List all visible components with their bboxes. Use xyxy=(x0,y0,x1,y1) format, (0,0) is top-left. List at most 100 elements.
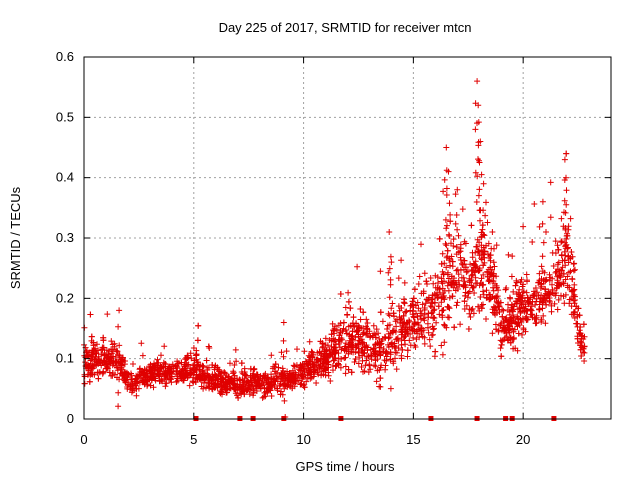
data-point xyxy=(425,329,432,336)
data-point xyxy=(109,362,116,369)
data-point xyxy=(236,376,243,383)
data-point xyxy=(173,378,180,385)
data-point xyxy=(193,351,200,358)
data-point xyxy=(201,379,207,386)
data-point xyxy=(425,297,432,304)
data-point xyxy=(342,340,349,347)
data-point xyxy=(338,336,344,343)
data-point xyxy=(363,316,370,323)
data-point xyxy=(387,276,394,283)
data-point xyxy=(197,376,204,383)
data-point xyxy=(421,270,428,277)
data-point xyxy=(524,294,531,301)
data-point xyxy=(337,291,344,297)
data-point xyxy=(299,376,306,382)
data-point xyxy=(505,251,512,258)
data-point xyxy=(406,317,412,324)
data-point xyxy=(527,306,534,313)
data-point xyxy=(409,298,416,305)
data-point xyxy=(441,260,448,267)
data-point xyxy=(115,323,122,330)
data-point xyxy=(402,309,409,316)
data-point xyxy=(476,157,482,164)
data-point xyxy=(552,250,559,257)
data-point xyxy=(509,336,516,343)
data-point xyxy=(296,364,303,371)
data-point xyxy=(572,266,578,273)
data-point xyxy=(278,388,285,395)
y-tick-label: 0.2 xyxy=(56,290,74,305)
data-point xyxy=(281,385,288,392)
data-point xyxy=(377,341,384,348)
data-point xyxy=(416,273,423,280)
data-point xyxy=(501,328,508,335)
data-point xyxy=(240,388,247,395)
data-point xyxy=(455,232,462,239)
axis-ticks: 0 0.1 0.2 0.3 0.4 0.5 0.6 0 5 10 15 20 xyxy=(56,49,611,447)
data-point xyxy=(190,362,197,369)
data-point xyxy=(276,373,282,380)
data-point xyxy=(448,273,455,280)
data-point xyxy=(261,384,268,391)
data-point xyxy=(158,352,164,359)
data-point xyxy=(278,349,285,356)
data-point xyxy=(361,368,368,375)
data-point xyxy=(436,286,443,293)
data-point xyxy=(454,286,461,292)
data-point xyxy=(345,289,352,296)
data-point xyxy=(205,373,212,380)
data-point xyxy=(345,366,352,373)
data-point xyxy=(492,280,498,287)
data-point xyxy=(331,327,337,334)
data-point xyxy=(241,391,248,398)
data-point xyxy=(554,266,561,273)
data-point xyxy=(250,372,257,379)
data-point xyxy=(549,286,556,293)
data-point xyxy=(194,359,201,366)
data-point xyxy=(307,354,313,361)
data-point xyxy=(413,336,420,343)
data-point xyxy=(335,361,342,368)
data-point xyxy=(444,222,450,229)
data-point xyxy=(300,365,307,372)
data-point xyxy=(268,384,275,390)
data-point xyxy=(577,330,584,337)
data-point xyxy=(439,250,446,257)
data-point xyxy=(393,349,400,356)
data-point xyxy=(315,358,322,365)
data-point xyxy=(323,347,330,354)
data-point xyxy=(562,226,569,233)
data-point xyxy=(320,360,327,367)
data-point xyxy=(476,186,483,193)
data-point xyxy=(382,350,389,357)
data-point xyxy=(132,382,139,389)
data-point xyxy=(314,367,321,374)
data-point xyxy=(117,360,124,367)
data-point xyxy=(517,309,524,316)
data-point xyxy=(301,384,308,391)
data-point xyxy=(100,368,107,375)
data-point xyxy=(488,295,494,302)
data-point xyxy=(292,378,299,385)
data-point xyxy=(138,340,145,347)
data-point xyxy=(433,319,440,326)
data-point xyxy=(480,288,486,295)
data-point xyxy=(323,355,330,361)
data-point xyxy=(475,192,482,199)
data-point xyxy=(301,348,308,355)
data-point xyxy=(389,340,395,347)
data-point xyxy=(476,267,483,273)
data-point xyxy=(447,211,454,218)
data-point xyxy=(542,320,549,327)
data-point xyxy=(446,257,453,264)
data-point xyxy=(399,346,406,353)
data-point xyxy=(505,318,512,325)
data-point xyxy=(347,322,354,329)
data-point xyxy=(340,319,347,326)
data-point xyxy=(581,358,588,364)
data-point xyxy=(465,290,472,297)
data-point xyxy=(180,377,187,384)
data-point xyxy=(354,263,361,270)
data-point xyxy=(520,288,527,295)
data-point xyxy=(189,378,196,385)
